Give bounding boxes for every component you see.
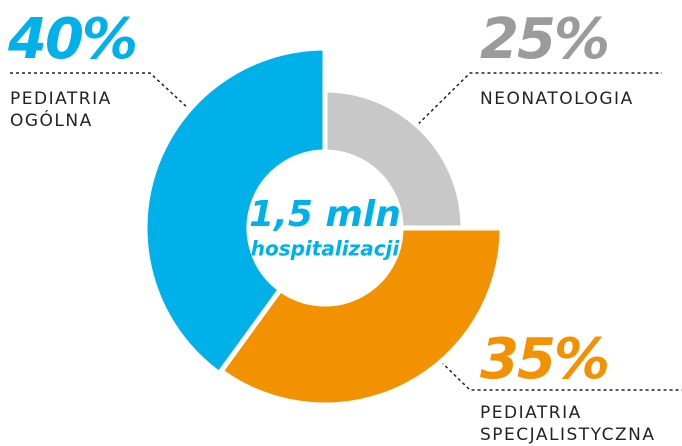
leader-line bbox=[397, 319, 682, 391]
slice bbox=[322, 87, 466, 231]
category-label: PEDIATRIA SPECJALISTYCZNA bbox=[480, 403, 656, 445]
slice bbox=[217, 225, 505, 408]
slice bbox=[142, 45, 328, 378]
center-title: 1,5 mln bbox=[249, 194, 401, 235]
value-label: 25% bbox=[480, 7, 610, 72]
center-subtitle: hospitalizacji bbox=[251, 237, 401, 261]
category-label: PEDIATRIA OGÓLNA bbox=[10, 89, 112, 131]
value-label: 40% bbox=[8, 7, 138, 72]
value-label: 35% bbox=[480, 327, 610, 392]
leader-line bbox=[396, 72, 662, 146]
category-label: NEONATOLOGIA bbox=[480, 89, 634, 109]
